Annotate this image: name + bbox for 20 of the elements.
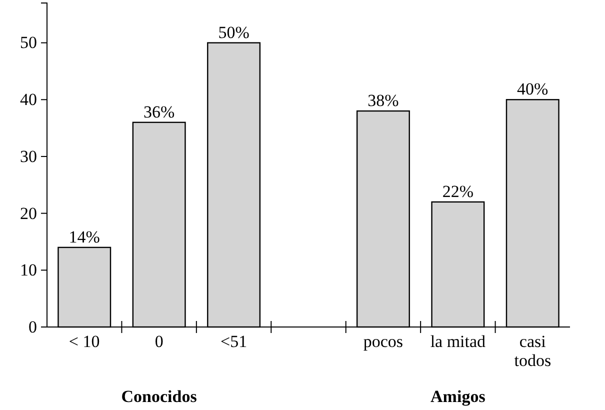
data-label: 22%: [442, 182, 474, 201]
data-label: 36%: [143, 102, 175, 122]
data-label: 38%: [368, 91, 399, 110]
y-tick-label: 50: [20, 33, 37, 52]
x-tick-label: pocos: [363, 332, 404, 352]
data-label: 40%: [517, 80, 548, 99]
data-label: 50%: [218, 22, 250, 42]
x-tick-label: 0: [154, 332, 164, 352]
x-tick-label: la mitad: [430, 332, 486, 352]
text: Amigos: [430, 387, 486, 406]
y-tick-label: 0: [28, 317, 37, 336]
text: Conocidos: [121, 387, 198, 406]
y-tick-label: 10: [20, 260, 37, 280]
data-label: 14%: [68, 227, 100, 246]
x-tick-label: < 10: [68, 332, 100, 352]
y-tick-label: 40: [20, 90, 37, 110]
y-tick-label: 20: [20, 204, 37, 223]
x-tick-label: casi todos: [514, 332, 552, 370]
x-tick-label: <51: [220, 332, 248, 352]
y-tick-label: 30: [20, 146, 37, 166]
